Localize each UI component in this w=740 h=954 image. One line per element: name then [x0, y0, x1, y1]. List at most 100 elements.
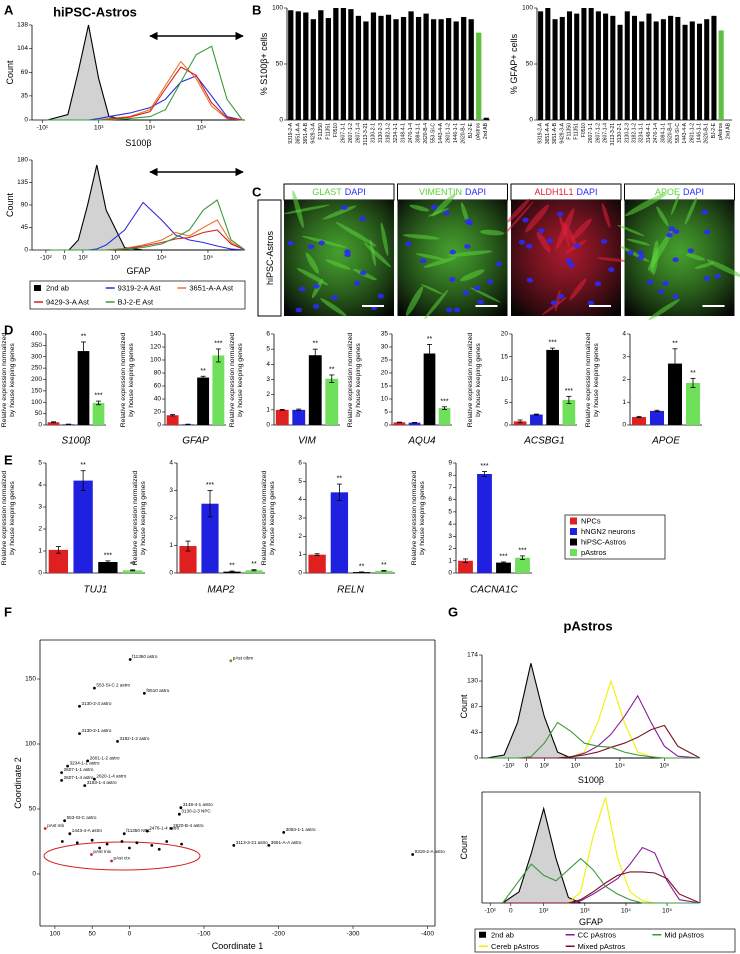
y-tick-label: 1: [38, 548, 42, 555]
cell-process: [617, 224, 645, 237]
y-tick-label: 2: [169, 515, 173, 522]
x-tick-label: 3182-1-2: [632, 123, 638, 143]
y-tick-label: 5: [504, 399, 508, 406]
nucleus: [627, 250, 634, 256]
bar: [603, 13, 609, 121]
bar: [588, 8, 594, 120]
point-label: f11350 astro: [132, 654, 158, 659]
point-label: 2620-B-4 astro: [173, 823, 204, 828]
bar: [696, 23, 703, 120]
bar: [212, 355, 225, 425]
x-tick-label: -10²: [40, 255, 52, 262]
legend-label: hiPSC-Astros: [581, 538, 626, 547]
chart-title: pAstros: [563, 619, 612, 634]
point: [98, 846, 102, 850]
x-tick-label: 3084-1-1: [660, 123, 666, 143]
significance: ***: [206, 482, 214, 489]
cell-process: [569, 278, 587, 301]
cell-process: [460, 269, 485, 282]
y-tick-label: 3: [169, 487, 173, 494]
nucleus: [557, 294, 565, 299]
nucleus: [443, 210, 450, 216]
point-label: 3148-4-1 astro: [183, 802, 213, 807]
y-axis-label: % GFAP+ cells: [509, 33, 519, 94]
bar: [559, 16, 565, 120]
y-tick-label: 20: [381, 370, 389, 377]
x-tick-label: 2607-1-1: [340, 123, 346, 143]
legend-swatch: [34, 285, 41, 291]
x-axis-label: CACNA1C: [470, 585, 519, 596]
legend-swatch: [570, 528, 577, 535]
point: [232, 844, 236, 847]
nucleus: [703, 276, 711, 281]
y-tick-label: 35: [381, 331, 389, 338]
counterstain-name: DAPI: [577, 187, 598, 197]
x-tick-label: 2607-1-4: [355, 123, 361, 143]
error-bar: [412, 421, 417, 424]
point-label: pAst mb: [47, 823, 64, 828]
y-tick-label: 0: [384, 422, 388, 429]
y-tick-label: 0: [38, 570, 42, 577]
bar: [325, 18, 331, 120]
bar: [333, 8, 339, 120]
cell-process: [322, 205, 357, 220]
y-tick-label: 2: [38, 526, 42, 533]
y-tick-label: 3: [622, 353, 626, 360]
side-label: hiPSC-Astros: [265, 230, 275, 285]
bar: [552, 19, 558, 121]
nucleus: [565, 258, 572, 264]
cell-process: [656, 206, 669, 227]
error-bar: [80, 470, 86, 491]
nucleus: [466, 220, 474, 226]
bar: [47, 422, 60, 425]
stain-name: ALDH1L1: [534, 187, 573, 197]
y-tick-label: 35: [21, 92, 29, 99]
bar: [458, 560, 473, 573]
point: [66, 764, 69, 768]
nucleus: [600, 239, 608, 244]
y-tick-label: 3: [448, 533, 452, 540]
bar: [667, 363, 683, 425]
point-label: 2476-1-4 astro: [149, 826, 179, 831]
x-tick-label: 10²: [539, 908, 549, 915]
x-tick-label: 50: [89, 931, 97, 938]
nucleus: [662, 281, 669, 286]
point: [122, 832, 126, 836]
bar: [513, 421, 527, 425]
panel-label: A: [4, 3, 14, 18]
x-tick-label: 9319-2-A: [538, 122, 544, 143]
x-tick-label: 0: [63, 255, 67, 262]
bar: [562, 399, 576, 425]
bar: [370, 12, 377, 121]
bar: [689, 21, 695, 120]
bar: [631, 417, 647, 425]
significance: **: [329, 366, 335, 373]
bar: [122, 570, 143, 573]
point-label: 3084-1-1 astro: [286, 827, 316, 832]
x-tick-label: 0: [128, 931, 132, 938]
y-tick-label: 50: [29, 806, 37, 813]
point-label: 553-SI-C 2 astro: [96, 683, 130, 688]
y-tick-label: 0: [266, 422, 270, 429]
nucleus: [344, 252, 351, 258]
y-tick-label: 50: [276, 61, 284, 68]
significance: **: [80, 462, 86, 469]
y-tick-label: 300: [31, 353, 42, 360]
nucleus: [449, 249, 456, 255]
nucleus: [299, 286, 306, 292]
nucleus: [668, 226, 675, 232]
y-tick-label: 40: [154, 396, 162, 403]
cell-process: [335, 222, 377, 247]
y-tick-label: 6: [266, 331, 270, 338]
bar: [423, 353, 436, 425]
nucleus: [486, 279, 494, 284]
bar: [393, 422, 406, 425]
nucleus: [714, 273, 721, 279]
x-tick-label: 3651-A-A: [295, 122, 301, 144]
nucleus: [462, 290, 469, 296]
legend-box: [564, 514, 666, 560]
density-curve: [486, 721, 700, 759]
legend-swatch: [570, 517, 577, 525]
x-tick-label: 10⁵: [659, 763, 669, 770]
nucleus: [295, 307, 302, 313]
